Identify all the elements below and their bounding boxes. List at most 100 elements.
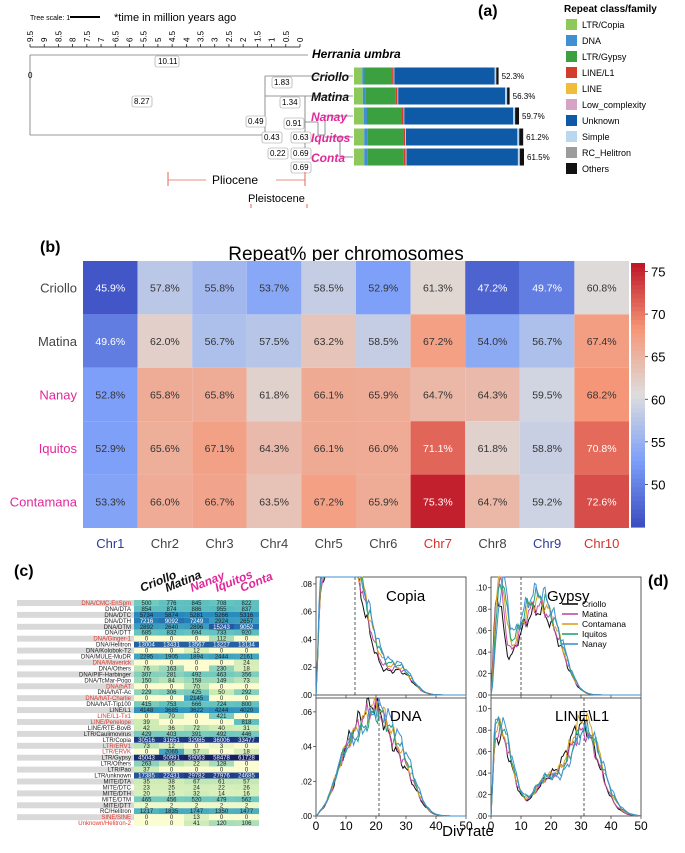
- colorbar-tick-label: 55: [651, 435, 665, 450]
- heatmap-cell-label: 60.8%: [587, 283, 617, 295]
- node-label: 0.91: [286, 119, 302, 128]
- colorbar-step: [631, 523, 645, 528]
- heatmap-cell-label: 59.5%: [532, 390, 562, 402]
- bar-segment: [367, 149, 403, 166]
- panel-d: (d) .00.02.04.06.08Copia.00.02.04.06.08.…: [301, 573, 669, 840]
- x-tick-label: 0: [313, 819, 320, 833]
- legend-label: Unknown: [582, 116, 620, 126]
- bar-segment: [394, 68, 395, 85]
- heatmap-col-label: Chr3: [205, 536, 233, 551]
- taxon-label: Matina: [311, 90, 349, 104]
- legend-swatch: [566, 51, 577, 62]
- heatmap-col-label: Chr5: [315, 536, 343, 551]
- plot-title: LINE\L1: [555, 708, 609, 725]
- epoch-bars: Pliocene Pleistocene: [168, 172, 313, 208]
- legend-swatch: [566, 67, 577, 78]
- y-tick-label: .00: [301, 812, 313, 821]
- heatmap-cell-label: 53.7%: [259, 283, 289, 295]
- y-tick-label: .06: [301, 608, 313, 617]
- colorbar-step: [631, 492, 645, 497]
- legend-label: Others: [582, 164, 610, 174]
- heatmap-cell-label: 66.1%: [314, 443, 344, 455]
- heatmap-cell-label: 56.7%: [532, 336, 562, 348]
- colorbar-step: [631, 329, 645, 334]
- x-tick-label: 30: [574, 819, 588, 833]
- colorbar-step: [631, 303, 645, 308]
- legend-title: Repeat class/family: [564, 4, 657, 15]
- bar-segment: [365, 68, 393, 85]
- y-tick-label: .04: [301, 743, 313, 752]
- colorbar-step: [631, 289, 645, 294]
- legend-label: RC_Helitron: [582, 148, 631, 158]
- colorbar-step: [631, 443, 645, 448]
- node-label: 8.27: [134, 97, 150, 106]
- bar-segment: [397, 88, 398, 105]
- legend-label: LTR/Copia: [582, 20, 624, 30]
- heatmap-cell-label: 66.0%: [150, 496, 180, 508]
- heatmap-cell-label: 52.8%: [95, 390, 125, 402]
- heatmap-cell-label: 49.6%: [95, 336, 125, 348]
- axis-tick-label: 5: [154, 37, 163, 42]
- colorbar-step: [631, 342, 645, 347]
- colorbar-step: [631, 325, 645, 330]
- bar-segment: [367, 108, 402, 125]
- colorbar-step: [631, 276, 645, 281]
- panel-d-label: (d): [648, 573, 668, 590]
- bar-percent-label: 56.3%: [513, 92, 536, 101]
- heatmap-cell-label: 68.2%: [587, 390, 617, 402]
- table-cell-value: 106: [241, 821, 252, 827]
- panel-a: (a) Tree scale: 1 *time in million years…: [26, 3, 657, 208]
- legend-swatch: [566, 115, 577, 126]
- y-tick-label: .10: [476, 705, 488, 714]
- node-label: 1.34: [282, 98, 298, 107]
- heatmap-col-label: Chr8: [478, 536, 506, 551]
- colorbar-step: [631, 404, 645, 409]
- heatmap-cell-label: 64.3%: [478, 390, 508, 402]
- legend-swatch: [566, 131, 577, 142]
- colorbar-step: [631, 487, 645, 492]
- bar-segment: [394, 68, 494, 85]
- colorbar-step: [631, 505, 645, 510]
- x-tick-label: 40: [429, 819, 443, 833]
- heatmap-cell-label: 55.8%: [205, 283, 235, 295]
- y-tick-label: .04: [476, 648, 488, 657]
- legend-swatch: [566, 147, 577, 158]
- bar-segment: [507, 88, 509, 105]
- colorbar-step: [631, 382, 645, 387]
- colorbar-step: [631, 465, 645, 470]
- heatmap-cell-label: 65.9%: [368, 390, 398, 402]
- bar-segment: [354, 129, 364, 146]
- x-tick-label: 20: [369, 819, 383, 833]
- heatmap-cell-label: 72.6%: [587, 496, 617, 508]
- colorbar-step: [631, 417, 645, 422]
- heatmap-cell-label: 54.0%: [478, 336, 508, 348]
- colorbar-step: [631, 285, 645, 290]
- heatmap-cell-label: 52.9%: [95, 443, 125, 455]
- heatmap-row-label: Contamana: [10, 494, 78, 509]
- x-tick-label: 20: [544, 819, 558, 833]
- colorbar-step: [631, 386, 645, 391]
- axis-tick-label: 7: [97, 37, 106, 42]
- node-label: 0: [28, 71, 33, 80]
- axis-tick-label: 9: [40, 37, 49, 42]
- legend-label: Iquitos: [582, 629, 607, 639]
- bar-segment: [362, 68, 364, 85]
- axis-tick-label: 0.5: [282, 30, 291, 42]
- bar-segment: [520, 149, 524, 166]
- heatmap-col-label: Chr6: [369, 536, 397, 551]
- x-axis-label: Div rate: [442, 823, 494, 840]
- colorbar-step: [631, 298, 645, 303]
- x-tick-label: 50: [634, 819, 648, 833]
- heatmap-cell-label: 62.0%: [150, 336, 180, 348]
- bar-segment: [517, 129, 519, 146]
- bar-segment: [403, 108, 404, 125]
- heatmap-cell-label: 64.3%: [259, 443, 289, 455]
- bar-segment: [403, 129, 405, 146]
- axis-tick-label: 8.5: [54, 30, 63, 42]
- y-tick-label: .06: [476, 748, 488, 757]
- heatmap-cell-label: 66.0%: [368, 443, 398, 455]
- colorbar-step: [631, 408, 645, 413]
- epoch-pliocene: Pliocene: [212, 173, 258, 187]
- axis-tick-label: 3.5: [197, 30, 206, 42]
